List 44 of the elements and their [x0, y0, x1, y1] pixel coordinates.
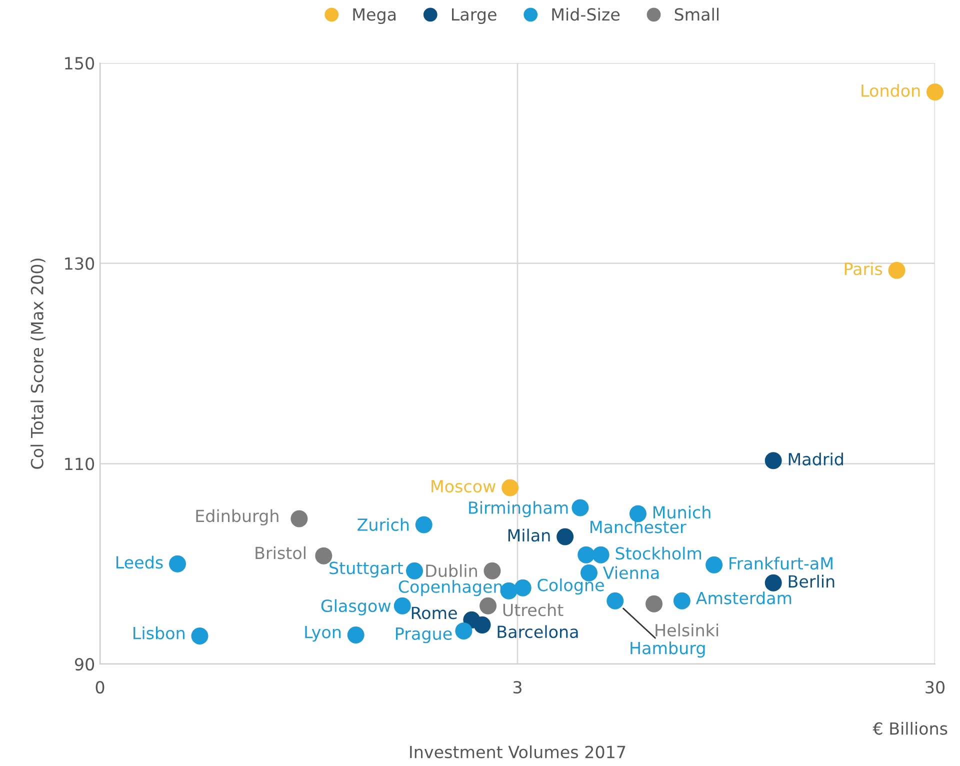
annotation: Madrid	[788, 452, 843, 466]
legend-label: Large	[452, 8, 496, 24]
annotation: Stuttgart	[330, 562, 404, 578]
y-tick-label: 90	[74, 658, 94, 671]
y-tick-label: 150	[65, 56, 94, 70]
x-tick-label: 30	[926, 680, 944, 694]
annotation: Munich	[653, 506, 710, 519]
annotation: Vienna	[603, 566, 659, 580]
annotation: London	[862, 84, 920, 97]
annotation: Frankfurt-aM	[730, 556, 832, 570]
annotation: Copenhagen	[398, 580, 502, 596]
y-tick-label: 130	[65, 257, 94, 270]
annotation: Barcelona	[498, 625, 578, 638]
annotation: Utrecht	[503, 603, 564, 616]
annotation: Birmingham	[469, 501, 568, 518]
x-tick-label: 3	[513, 680, 522, 694]
annotation: Prague	[396, 628, 452, 644]
legend-label: Mid-Size	[552, 8, 620, 21]
x-tick-label: 0	[96, 680, 104, 694]
annotation: Dublin	[426, 564, 477, 578]
annotation: Amsterdam	[696, 591, 792, 604]
annotation: Leeds	[116, 556, 163, 569]
annotation: Berlin	[788, 574, 834, 588]
annotation: Moscow	[432, 480, 496, 493]
y-axis-title: Col Total Score (Max 200)	[30, 258, 46, 469]
annotation: Cologne	[538, 578, 604, 595]
annotation: Glasgow	[321, 599, 391, 616]
annotation: Zurich	[358, 518, 409, 531]
annotation: Milan	[508, 528, 550, 542]
annotation: Manchester	[590, 520, 686, 534]
annotation: Edinburgh	[196, 509, 278, 526]
legend-label: Mega	[353, 8, 396, 24]
x-axis-title: Investment Volumes 2017	[410, 745, 626, 758]
annotation: Rome	[412, 606, 457, 620]
annotation: Bristol	[256, 546, 306, 560]
annotation: Helsinki	[656, 624, 718, 637]
legend-label: Small	[674, 8, 718, 21]
annotation: Lyon	[305, 626, 341, 642]
annotation: Paris	[844, 262, 882, 276]
annotation: Hamburg	[630, 641, 705, 658]
y-tick-label: 110	[65, 458, 94, 470]
annotation: Stockholm	[616, 546, 702, 560]
text: € Billions	[872, 722, 948, 735]
annotation: Lisbon	[134, 626, 184, 640]
